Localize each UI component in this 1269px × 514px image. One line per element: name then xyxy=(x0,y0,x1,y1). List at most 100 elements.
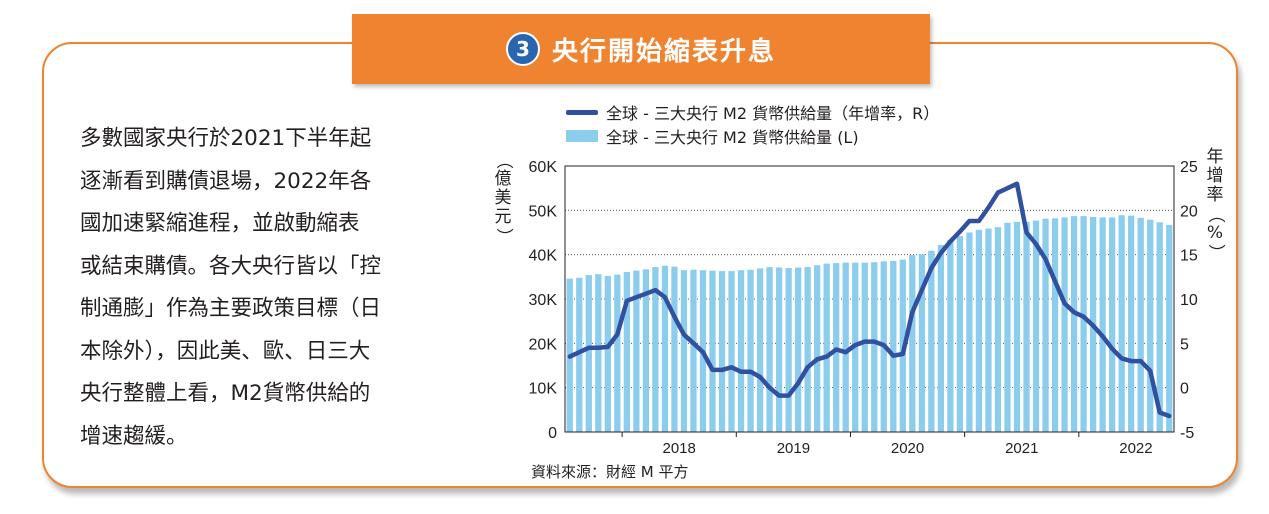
bar xyxy=(975,229,983,432)
bar xyxy=(1080,216,1087,432)
right-axis-unit: 年增率（%） xyxy=(1205,147,1226,262)
body-lines: 多數國家央行於2021下半年起 逐漸看到購債退場，2022年各 國加速緊縮進程，並啟… xyxy=(80,118,460,458)
bar xyxy=(814,265,821,432)
bar xyxy=(652,267,659,432)
bar xyxy=(633,270,640,432)
section-banner: 3 央行開始縮表升息 xyxy=(352,14,930,84)
legend-line-label: 全球 - 三大央行 M2 貨幣供給量（年增率，R） xyxy=(606,104,940,123)
right-tick-label: 5 xyxy=(1180,336,1189,353)
chart-legend: 全球 - 三大央行 M2 貨幣供給量（年增率，R） 全球 - 三大央行 M2 貨… xyxy=(566,100,939,148)
left-tick-label: 30K xyxy=(529,292,558,309)
bar xyxy=(671,266,678,432)
legend-bar-label: 全球 - 三大央行 M2 貨幣供給量 (L) xyxy=(606,128,859,147)
x-tick-label: 2020 xyxy=(891,440,924,457)
bar xyxy=(1032,220,1040,432)
body-paragraph: 多數國家央行於2021下半年起 逐漸看到購債退場，2022年各 國加速緊縮進程，並啟… xyxy=(80,118,460,458)
bar xyxy=(1099,217,1106,432)
bar xyxy=(985,228,992,432)
source-note: 資料來源：財經 M 平方 xyxy=(531,463,689,481)
bar xyxy=(775,267,783,432)
bar xyxy=(937,244,945,432)
bar xyxy=(842,262,849,432)
plot-frame xyxy=(564,165,1175,433)
bar xyxy=(1147,219,1154,432)
bar xyxy=(728,271,735,432)
bar xyxy=(928,250,935,432)
bar xyxy=(956,236,964,432)
bar xyxy=(1109,217,1116,432)
bar xyxy=(823,263,830,432)
body-line: 逐漸看到購債退場，2022年各 xyxy=(80,168,372,194)
left-tick-label: 20K xyxy=(529,336,558,353)
x-tick-label: 2022 xyxy=(1119,440,1152,457)
legend-bar-swatch xyxy=(566,130,598,142)
bar xyxy=(595,274,602,432)
bar xyxy=(994,227,1002,432)
legend-item-bar: 全球 - 三大央行 M2 貨幣供給量 (L) xyxy=(566,124,939,148)
body-line: 制通膨」作為主要政策目標（日 xyxy=(80,296,382,321)
left-tick-label: 50K xyxy=(529,203,558,220)
bar xyxy=(585,275,592,432)
bar xyxy=(1118,215,1125,432)
bar xyxy=(909,255,916,432)
body-line: 多數國家央行於2021下半年起 xyxy=(80,126,372,151)
bar xyxy=(1013,221,1021,432)
bar xyxy=(1051,218,1059,432)
bar xyxy=(785,267,792,432)
bar xyxy=(918,254,925,432)
bar xyxy=(690,269,697,432)
bar xyxy=(747,269,754,432)
bar xyxy=(1156,222,1163,432)
bar xyxy=(1070,216,1078,432)
bar xyxy=(804,267,811,432)
section-number-badge: 3 xyxy=(505,32,540,66)
bar xyxy=(576,277,583,432)
x-tick-label: 2021 xyxy=(1005,440,1038,457)
bar xyxy=(890,260,897,432)
bar xyxy=(642,269,650,432)
right-tick-label: 20 xyxy=(1180,203,1198,220)
body-line: 本除外），因此美、歐、日三大 xyxy=(80,338,371,364)
bar xyxy=(794,267,802,432)
section-title: 央行開始縮表升息 xyxy=(551,36,776,67)
bar xyxy=(718,271,726,432)
body-line: 國加速緊縮進程，並啟動縮表 xyxy=(80,211,360,236)
bar xyxy=(861,262,868,432)
right-tick-label: -5 xyxy=(1180,425,1194,442)
left-tick-label: 40K xyxy=(529,248,558,265)
body-line: 或結束購債。各大央行皆以「控 xyxy=(80,253,382,279)
bar xyxy=(1061,217,1068,432)
right-tick-label: 0 xyxy=(1180,381,1189,398)
bar xyxy=(1004,222,1011,432)
body-line: 央行整體上看，M2貨幣供給的 xyxy=(80,381,371,406)
bar xyxy=(766,267,773,432)
left-tick-label: 0 xyxy=(548,425,557,442)
bar xyxy=(661,265,669,432)
bar xyxy=(947,240,954,432)
bar xyxy=(680,270,688,432)
bar xyxy=(1042,218,1049,432)
bar xyxy=(614,274,621,432)
bar xyxy=(623,271,630,432)
left-tick-label: 10K xyxy=(529,381,558,398)
x-tick-label: 2018 xyxy=(663,440,696,457)
left-axis-unit: （億美元） xyxy=(493,152,514,245)
line-series xyxy=(567,181,1172,419)
bar xyxy=(1166,224,1173,432)
bar xyxy=(966,232,973,432)
bar xyxy=(1128,215,1135,432)
bar xyxy=(871,262,878,432)
x-tick-label: 2019 xyxy=(777,440,810,457)
right-tick-label: 15 xyxy=(1180,248,1198,265)
right-tick-label: 10 xyxy=(1180,292,1198,309)
left-tick-label: 60K xyxy=(529,159,558,176)
bar xyxy=(737,270,745,432)
body-line: 增速趨緩。 xyxy=(80,423,188,449)
bar xyxy=(604,275,611,432)
legend-item-line: 全球 - 三大央行 M2 貨幣供給量（年增率，R） xyxy=(566,100,939,124)
right-tick-label: 25 xyxy=(1180,159,1198,176)
legend-line-swatch xyxy=(566,109,598,115)
bar xyxy=(1137,217,1144,432)
bar xyxy=(1023,221,1030,432)
